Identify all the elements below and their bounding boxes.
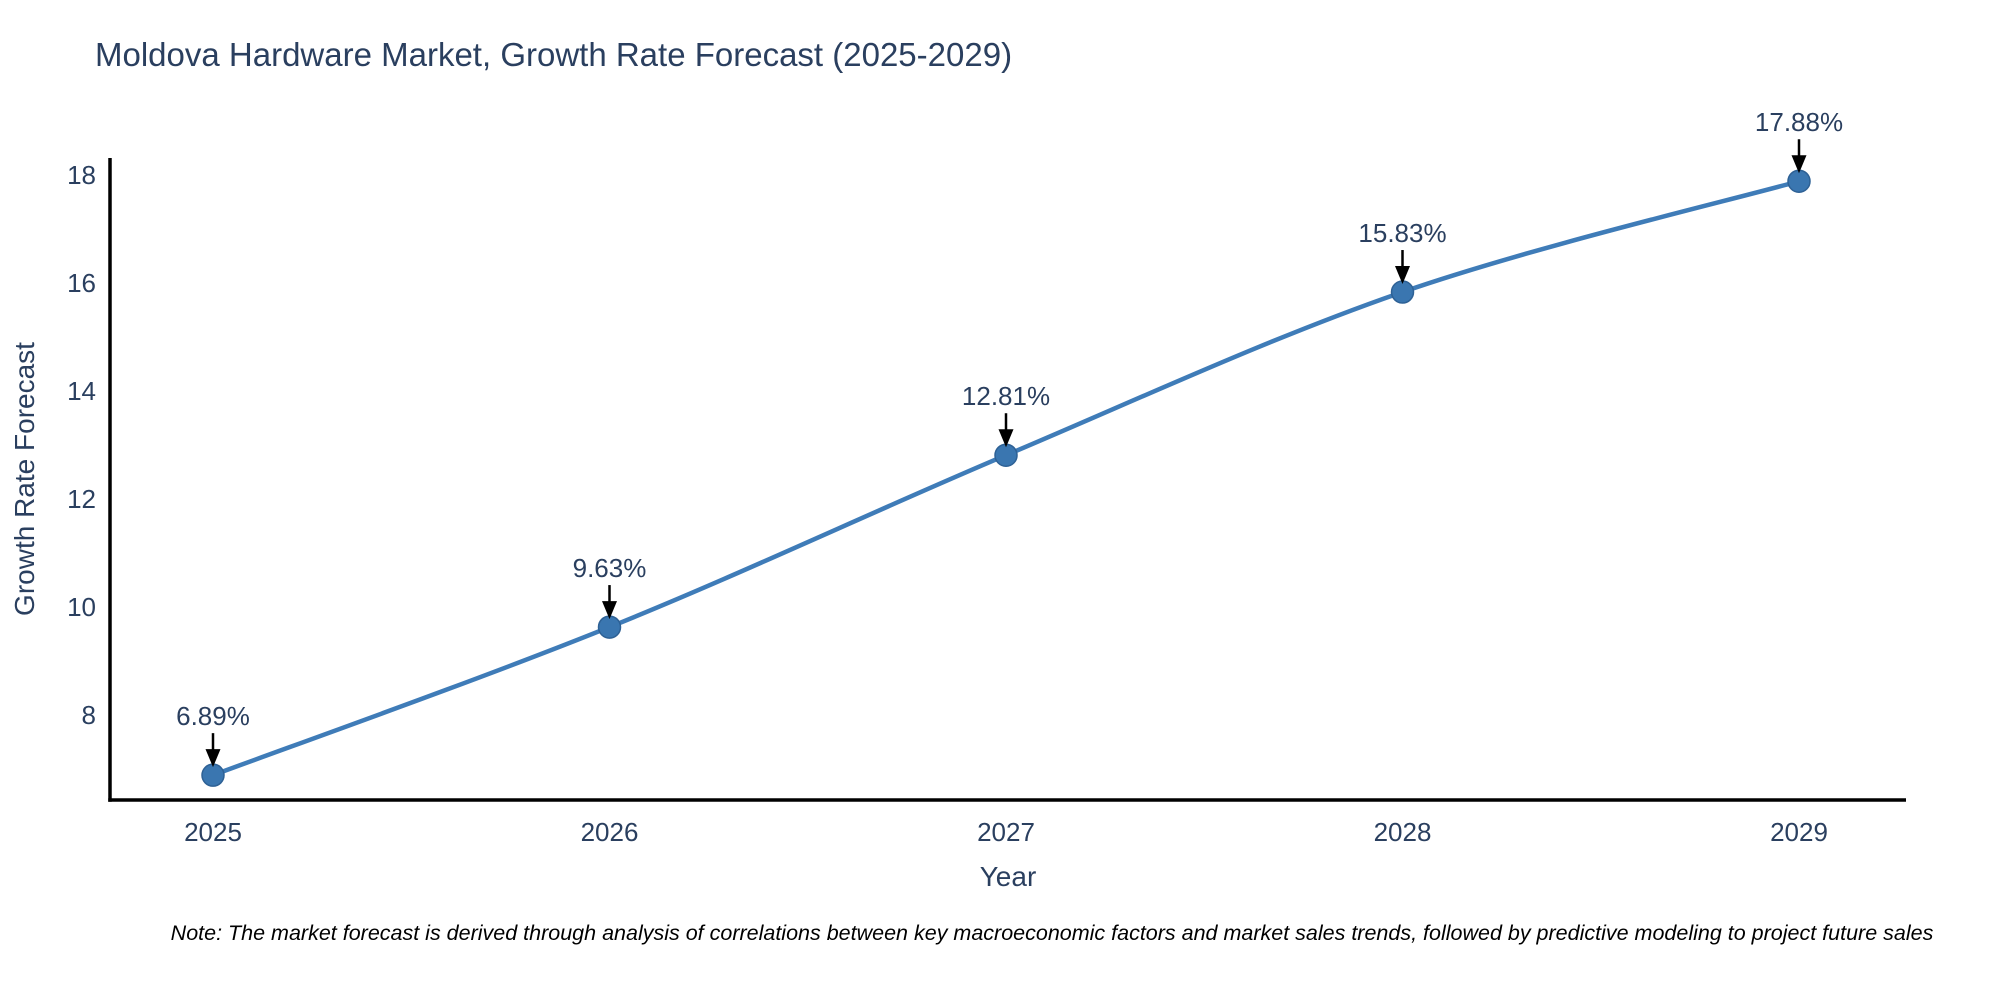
chart-title: Moldova Hardware Market, Growth Rate For… [95, 36, 1012, 73]
y-tick-label: 8 [82, 700, 96, 730]
data-point-marker-2027 [994, 443, 1018, 467]
annotation-label-2027: 12.81% [962, 381, 1050, 411]
x-tick-label: 2029 [1770, 817, 1828, 847]
x-tick-label: 2028 [1374, 817, 1432, 847]
annotation-arrowhead-2028 [1395, 266, 1410, 285]
y-tick-label: 18 [67, 160, 96, 190]
y-axis-title: Growth Rate Forecast [9, 342, 40, 616]
annotation-label-2029: 17.88% [1755, 107, 1843, 137]
data-point-marker-2029 [1787, 169, 1811, 193]
annotation-arrowhead-2027 [998, 429, 1014, 448]
annotation-label-2028: 15.83% [1358, 218, 1446, 248]
data-point-marker-2025 [201, 763, 225, 787]
y-tick-label: 10 [67, 592, 96, 622]
data-point-marker-2028 [1390, 280, 1415, 304]
annotation-arrowhead-2029 [1791, 155, 1807, 174]
y-tick-label: 14 [67, 376, 96, 406]
x-tick-label: 2025 [184, 817, 242, 847]
chart-footnote: Note: The market forecast is derived thr… [171, 921, 1934, 945]
forecast-line-series [210, 178, 1802, 778]
annotation-label-2025: 6.89% [176, 701, 250, 731]
y-tick-label: 12 [67, 484, 96, 514]
x-tick-label: 2026 [581, 817, 639, 847]
annotation-arrowhead-2025 [205, 749, 221, 768]
annotation-label-2026: 9.63% [573, 553, 647, 583]
annotation-arrowhead-2026 [602, 601, 617, 620]
x-tick-label: 2027 [977, 817, 1035, 847]
y-tick-label: 16 [67, 268, 96, 298]
x-axis-title: Year [980, 861, 1037, 892]
plot-area: 8 10 12 14 16 18 2025 2026 2027 2028 2029 6.89% 9.63… [67, 107, 1906, 847]
data-point-marker-2026 [597, 615, 622, 639]
